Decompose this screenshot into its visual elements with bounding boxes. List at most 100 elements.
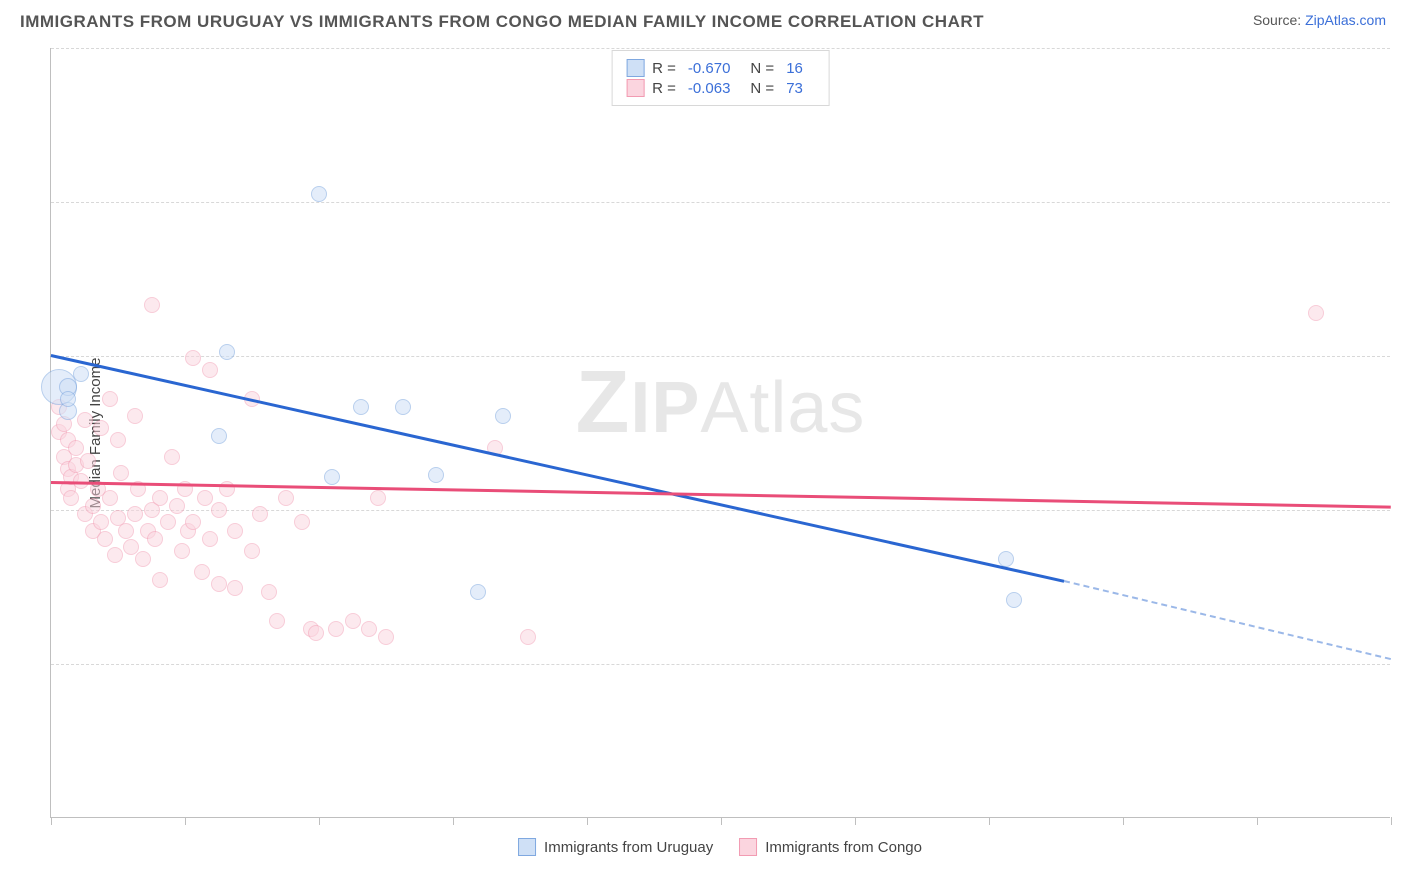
gridline [51, 664, 1390, 665]
data-point [219, 344, 235, 360]
plot-area: ZIPAtlas R =-0.670 N =16 R =-0.063 N =73… [50, 48, 1390, 818]
legend-stats-row-uruguay: R =-0.670 N =16 [626, 59, 815, 77]
data-point [269, 613, 285, 629]
series-label-uruguay: Immigrants from Uruguay [544, 839, 713, 856]
data-point [135, 551, 151, 567]
gridline [51, 48, 1390, 49]
x-tick [721, 817, 722, 825]
data-point [63, 490, 79, 506]
watermark: ZIPAtlas [576, 351, 866, 453]
data-point [185, 350, 201, 366]
data-point [311, 186, 327, 202]
gridline [51, 356, 1390, 357]
data-point [294, 514, 310, 530]
swatch-uruguay-icon [518, 838, 536, 856]
x-tick [1391, 817, 1392, 825]
data-point [261, 584, 277, 600]
data-point [202, 362, 218, 378]
swatch-uruguay-icon [626, 59, 644, 77]
data-point [110, 432, 126, 448]
chart-title: IMMIGRANTS FROM URUGUAY VS IMMIGRANTS FR… [20, 12, 984, 32]
data-point [278, 490, 294, 506]
data-point [308, 625, 324, 641]
source-prefix: Source: [1253, 12, 1305, 28]
data-point [118, 523, 134, 539]
legend-stats-row-congo: R =-0.063 N =73 [626, 79, 815, 97]
data-point [202, 531, 218, 547]
r-value-congo: -0.063 [688, 80, 731, 97]
data-point [127, 408, 143, 424]
data-point [370, 490, 386, 506]
chart-area: Median Family Income ZIPAtlas R =-0.670 … [50, 48, 1390, 818]
data-point [152, 572, 168, 588]
data-point [77, 412, 93, 428]
swatch-congo-icon [626, 79, 644, 97]
trendline [1064, 580, 1391, 660]
data-point [328, 621, 344, 637]
data-point [197, 490, 213, 506]
data-point [97, 531, 113, 547]
data-point [252, 506, 268, 522]
data-point [160, 514, 176, 530]
data-point [428, 467, 444, 483]
data-point [147, 531, 163, 547]
x-tick [587, 817, 588, 825]
data-point [93, 420, 109, 436]
data-point [127, 506, 143, 522]
x-tick [185, 817, 186, 825]
data-point [60, 391, 76, 407]
data-point [227, 523, 243, 539]
swatch-congo-icon [739, 838, 757, 856]
data-point [174, 543, 190, 559]
data-point [85, 498, 101, 514]
n-value-congo: 73 [786, 80, 803, 97]
data-point [93, 514, 109, 530]
legend-item-congo: Immigrants from Congo [739, 838, 922, 856]
data-point [495, 408, 511, 424]
n-value-uruguay: 16 [786, 60, 803, 77]
x-tick [51, 817, 52, 825]
data-point [185, 514, 201, 530]
source-text: Source: ZipAtlas.com [1253, 12, 1386, 28]
legend-item-uruguay: Immigrants from Uruguay [518, 838, 713, 856]
data-point [395, 399, 411, 415]
gridline [51, 202, 1390, 203]
data-point [244, 543, 260, 559]
x-tick [319, 817, 320, 825]
data-point [324, 469, 340, 485]
series-label-congo: Immigrants from Congo [765, 839, 922, 856]
trendline [51, 354, 1065, 582]
data-point [144, 297, 160, 313]
data-point [211, 502, 227, 518]
data-point [102, 490, 118, 506]
data-point [194, 564, 210, 580]
data-point [378, 629, 394, 645]
data-point [227, 580, 243, 596]
data-point [353, 399, 369, 415]
data-point [520, 629, 536, 645]
x-tick [1123, 817, 1124, 825]
x-tick [1257, 817, 1258, 825]
legend-stats: R =-0.670 N =16 R =-0.063 N =73 [611, 50, 830, 106]
data-point [211, 428, 227, 444]
legend-series: Immigrants from Uruguay Immigrants from … [518, 838, 922, 856]
x-tick [453, 817, 454, 825]
source-link[interactable]: ZipAtlas.com [1305, 12, 1386, 28]
data-point [107, 547, 123, 563]
x-tick [855, 817, 856, 825]
data-point [470, 584, 486, 600]
data-point [1308, 305, 1324, 321]
x-tick [989, 817, 990, 825]
data-point [80, 453, 96, 469]
r-value-uruguay: -0.670 [688, 60, 731, 77]
data-point [1006, 592, 1022, 608]
data-point [169, 498, 185, 514]
data-point [211, 576, 227, 592]
data-point [113, 465, 129, 481]
data-point [361, 621, 377, 637]
data-point [102, 391, 118, 407]
data-point [152, 490, 168, 506]
data-point [345, 613, 361, 629]
data-point [164, 449, 180, 465]
data-point [73, 366, 89, 382]
